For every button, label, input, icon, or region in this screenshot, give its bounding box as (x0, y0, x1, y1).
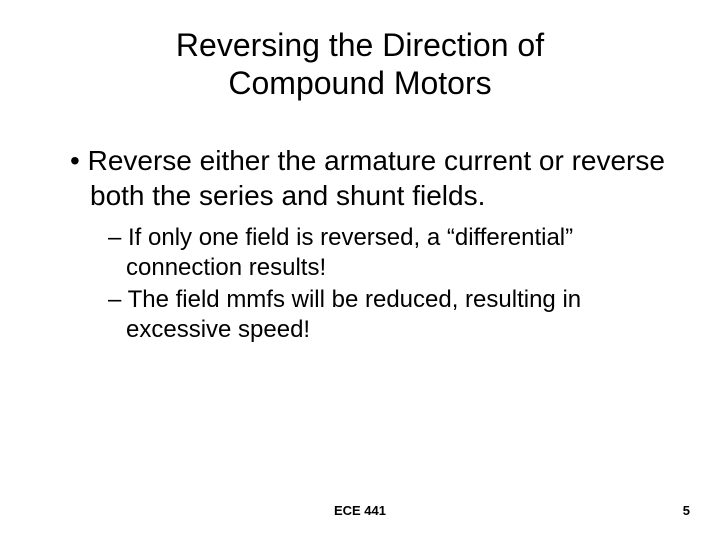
title-line-2: Compound Motors (228, 65, 491, 101)
bullet-l1-text: Reverse either the armature current or r… (88, 145, 665, 211)
bullet-level2: If only one field is reversed, a “differ… (108, 223, 670, 283)
slide-title: Reversing the Direction of Compound Moto… (50, 26, 670, 103)
bullet-l2-text: The field mmfs will be reduced, resultin… (126, 286, 581, 343)
title-line-1: Reversing the Direction of (176, 27, 544, 63)
footer-course-label: ECE 441 (0, 503, 720, 518)
page-number: 5 (683, 503, 690, 518)
bullet-l2-text: If only one field is reversed, a “differ… (126, 224, 573, 281)
bullet-level1: Reverse either the armature current or r… (70, 143, 670, 213)
bullet-level2: The field mmfs will be reduced, resultin… (108, 285, 670, 345)
slide-container: Reversing the Direction of Compound Moto… (0, 0, 720, 540)
